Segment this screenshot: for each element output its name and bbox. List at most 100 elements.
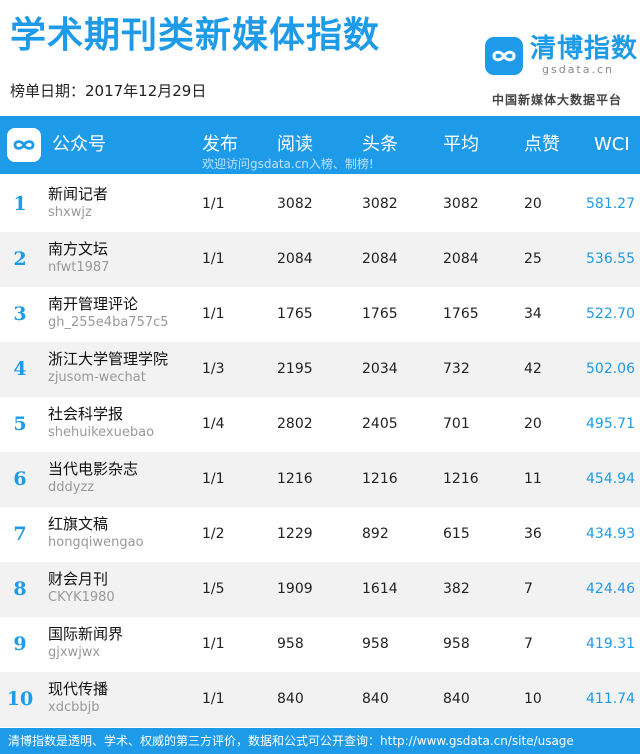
wci-score: 502.06 — [586, 361, 635, 377]
publish-count: 1/1 — [202, 196, 225, 212]
average-count: 382 — [443, 581, 470, 597]
wci-score: 581.27 — [586, 196, 635, 212]
wci-score: 434.93 — [586, 526, 635, 542]
infinity-logo-icon — [7, 128, 41, 162]
column-header-read[interactable]: 阅读 — [277, 134, 313, 155]
read-count: 1229 — [277, 526, 313, 542]
account-id: hongqiwengao — [48, 535, 144, 550]
page-header: 学术期刊类新媒体指数 榜单日期：2017年12月29日 清博指数 gsdata.… — [0, 0, 640, 116]
table-row[interactable]: 8 财会月刊 CKYK1980 1/5 1909 1614 382 7 424.… — [0, 562, 640, 617]
account-name[interactable]: 南开管理评论 — [48, 295, 139, 313]
headline-count: 892 — [362, 526, 389, 542]
average-count: 840 — [443, 691, 470, 707]
ranking-table-body: 1 新闻记者 shxwjz 1/1 3082 3082 3082 20 581.… — [0, 177, 640, 727]
wci-score: 454.94 — [586, 471, 635, 487]
headline-count: 2034 — [362, 361, 398, 377]
account-name[interactable]: 社会科学报 — [48, 405, 124, 423]
account-name[interactable]: 国际新闻界 — [48, 625, 124, 643]
publish-count: 1/2 — [202, 526, 225, 542]
publish-count: 1/1 — [202, 636, 225, 652]
brand-logo-block[interactable]: 清博指数 gsdata.cn — [484, 34, 637, 78]
account-id: gh_255e4ba757c5 — [48, 315, 169, 330]
table-row[interactable]: 7 红旗文稿 hongqiwengao 1/2 1229 892 615 36 … — [0, 507, 640, 562]
likes-count: 7 — [524, 581, 533, 597]
column-header-likes[interactable]: 点赞 — [524, 134, 560, 155]
table-row[interactable]: 9 国际新闻界 gjxwjwx 1/1 958 958 958 7 419.31 — [0, 617, 640, 672]
account-name[interactable]: 南方文坛 — [48, 240, 109, 258]
table-row[interactable]: 6 当代电影杂志 dddyzz 1/1 1216 1216 1216 11 45… — [0, 452, 640, 507]
wci-score: 419.31 — [586, 636, 635, 652]
headline-count: 840 — [362, 691, 389, 707]
read-count: 840 — [277, 691, 304, 707]
read-count: 1765 — [277, 306, 313, 322]
average-count: 615 — [443, 526, 470, 542]
account-id: zjusom-wechat — [48, 370, 146, 385]
column-header-account[interactable]: 公众号 — [52, 134, 106, 155]
account-name[interactable]: 浙江大学管理学院 — [48, 350, 169, 368]
average-count: 1765 — [443, 306, 479, 322]
headline-count: 2405 — [362, 416, 398, 432]
column-header-headline[interactable]: 头条 — [362, 134, 398, 155]
headline-count: 1216 — [362, 471, 398, 487]
account-id: dddyzz — [48, 480, 95, 495]
account-id: shehuikexuebao — [48, 425, 155, 440]
account-name[interactable]: 新闻记者 — [48, 185, 109, 203]
likes-count: 36 — [524, 526, 542, 542]
footer-note[interactable]: 清博指数是透明、学术、权威的第三方评价，数据和公式可公开查询：http://ww… — [0, 728, 640, 754]
rank-number: 7 — [13, 523, 27, 545]
account-id: xdcbbjb — [48, 700, 100, 715]
brand-name: 清博指数 — [530, 34, 639, 64]
wci-score: 495.71 — [586, 416, 635, 432]
headline-count: 958 — [362, 636, 389, 652]
likes-count: 20 — [524, 196, 542, 212]
table-row[interactable]: 10 现代传播 xdcbbjb 1/1 840 840 840 10 411.7… — [0, 672, 640, 727]
account-id: gjxwjwx — [48, 645, 101, 660]
headline-count: 3082 — [362, 196, 398, 212]
table-row[interactable]: 1 新闻记者 shxwjz 1/1 3082 3082 3082 20 581.… — [0, 177, 640, 232]
publish-count: 1/1 — [202, 251, 225, 267]
page-title: 学术期刊类新媒体指数 — [10, 15, 381, 56]
account-name[interactable]: 红旗文稿 — [48, 515, 109, 533]
table-row[interactable]: 3 南开管理评论 gh_255e4ba757c5 1/1 1765 1765 1… — [0, 287, 640, 342]
read-count: 2802 — [277, 416, 313, 432]
publish-count: 1/1 — [202, 691, 225, 707]
rank-number: 2 — [13, 248, 27, 270]
read-count: 1909 — [277, 581, 313, 597]
publish-count: 1/1 — [202, 306, 225, 322]
rank-number: 9 — [13, 633, 27, 655]
rank-number: 4 — [13, 358, 27, 380]
average-count: 732 — [443, 361, 470, 377]
column-header-average[interactable]: 平均 — [443, 134, 479, 155]
wci-score: 536.55 — [586, 251, 635, 267]
publish-count: 1/5 — [202, 581, 225, 597]
table-header: 公众号 发布 阅读 头条 平均 点赞 WCI 欢迎访问gsdata.cn入榜、制… — [0, 116, 640, 174]
rank-number: 3 — [13, 303, 27, 325]
account-name[interactable]: 财会月刊 — [48, 570, 109, 588]
publish-count: 1/4 — [202, 416, 225, 432]
table-row[interactable]: 2 南方文坛 nfwt1987 1/1 2084 2084 2084 25 53… — [0, 232, 640, 287]
column-header-publish[interactable]: 发布 — [202, 134, 238, 155]
rank-number: 10 — [6, 688, 34, 710]
read-count: 3082 — [277, 196, 313, 212]
publish-count: 1/1 — [202, 471, 225, 487]
likes-count: 42 — [524, 361, 542, 377]
wci-score: 411.74 — [586, 691, 635, 707]
read-count: 2084 — [277, 251, 313, 267]
account-id: nfwt1987 — [48, 260, 110, 275]
table-row[interactable]: 4 浙江大学管理学院 zjusom-wechat 1/3 2195 2034 7… — [0, 342, 640, 397]
table-row[interactable]: 5 社会科学报 shehuikexuebao 1/4 2802 2405 701… — [0, 397, 640, 452]
account-id: CKYK1980 — [48, 590, 115, 605]
rank-number: 8 — [13, 578, 27, 600]
brand-subtitle: 中国新媒体大数据平台 — [492, 93, 623, 107]
likes-count: 20 — [524, 416, 542, 432]
headline-count: 2084 — [362, 251, 398, 267]
account-name[interactable]: 现代传播 — [48, 680, 109, 698]
likes-count: 34 — [524, 306, 542, 322]
rank-number: 1 — [13, 193, 27, 215]
likes-count: 7 — [524, 636, 533, 652]
rank-number: 5 — [13, 413, 27, 435]
column-header-wci[interactable]: WCI — [594, 134, 630, 155]
average-count: 958 — [443, 636, 470, 652]
account-name[interactable]: 当代电影杂志 — [48, 460, 139, 478]
average-count: 701 — [443, 416, 470, 432]
